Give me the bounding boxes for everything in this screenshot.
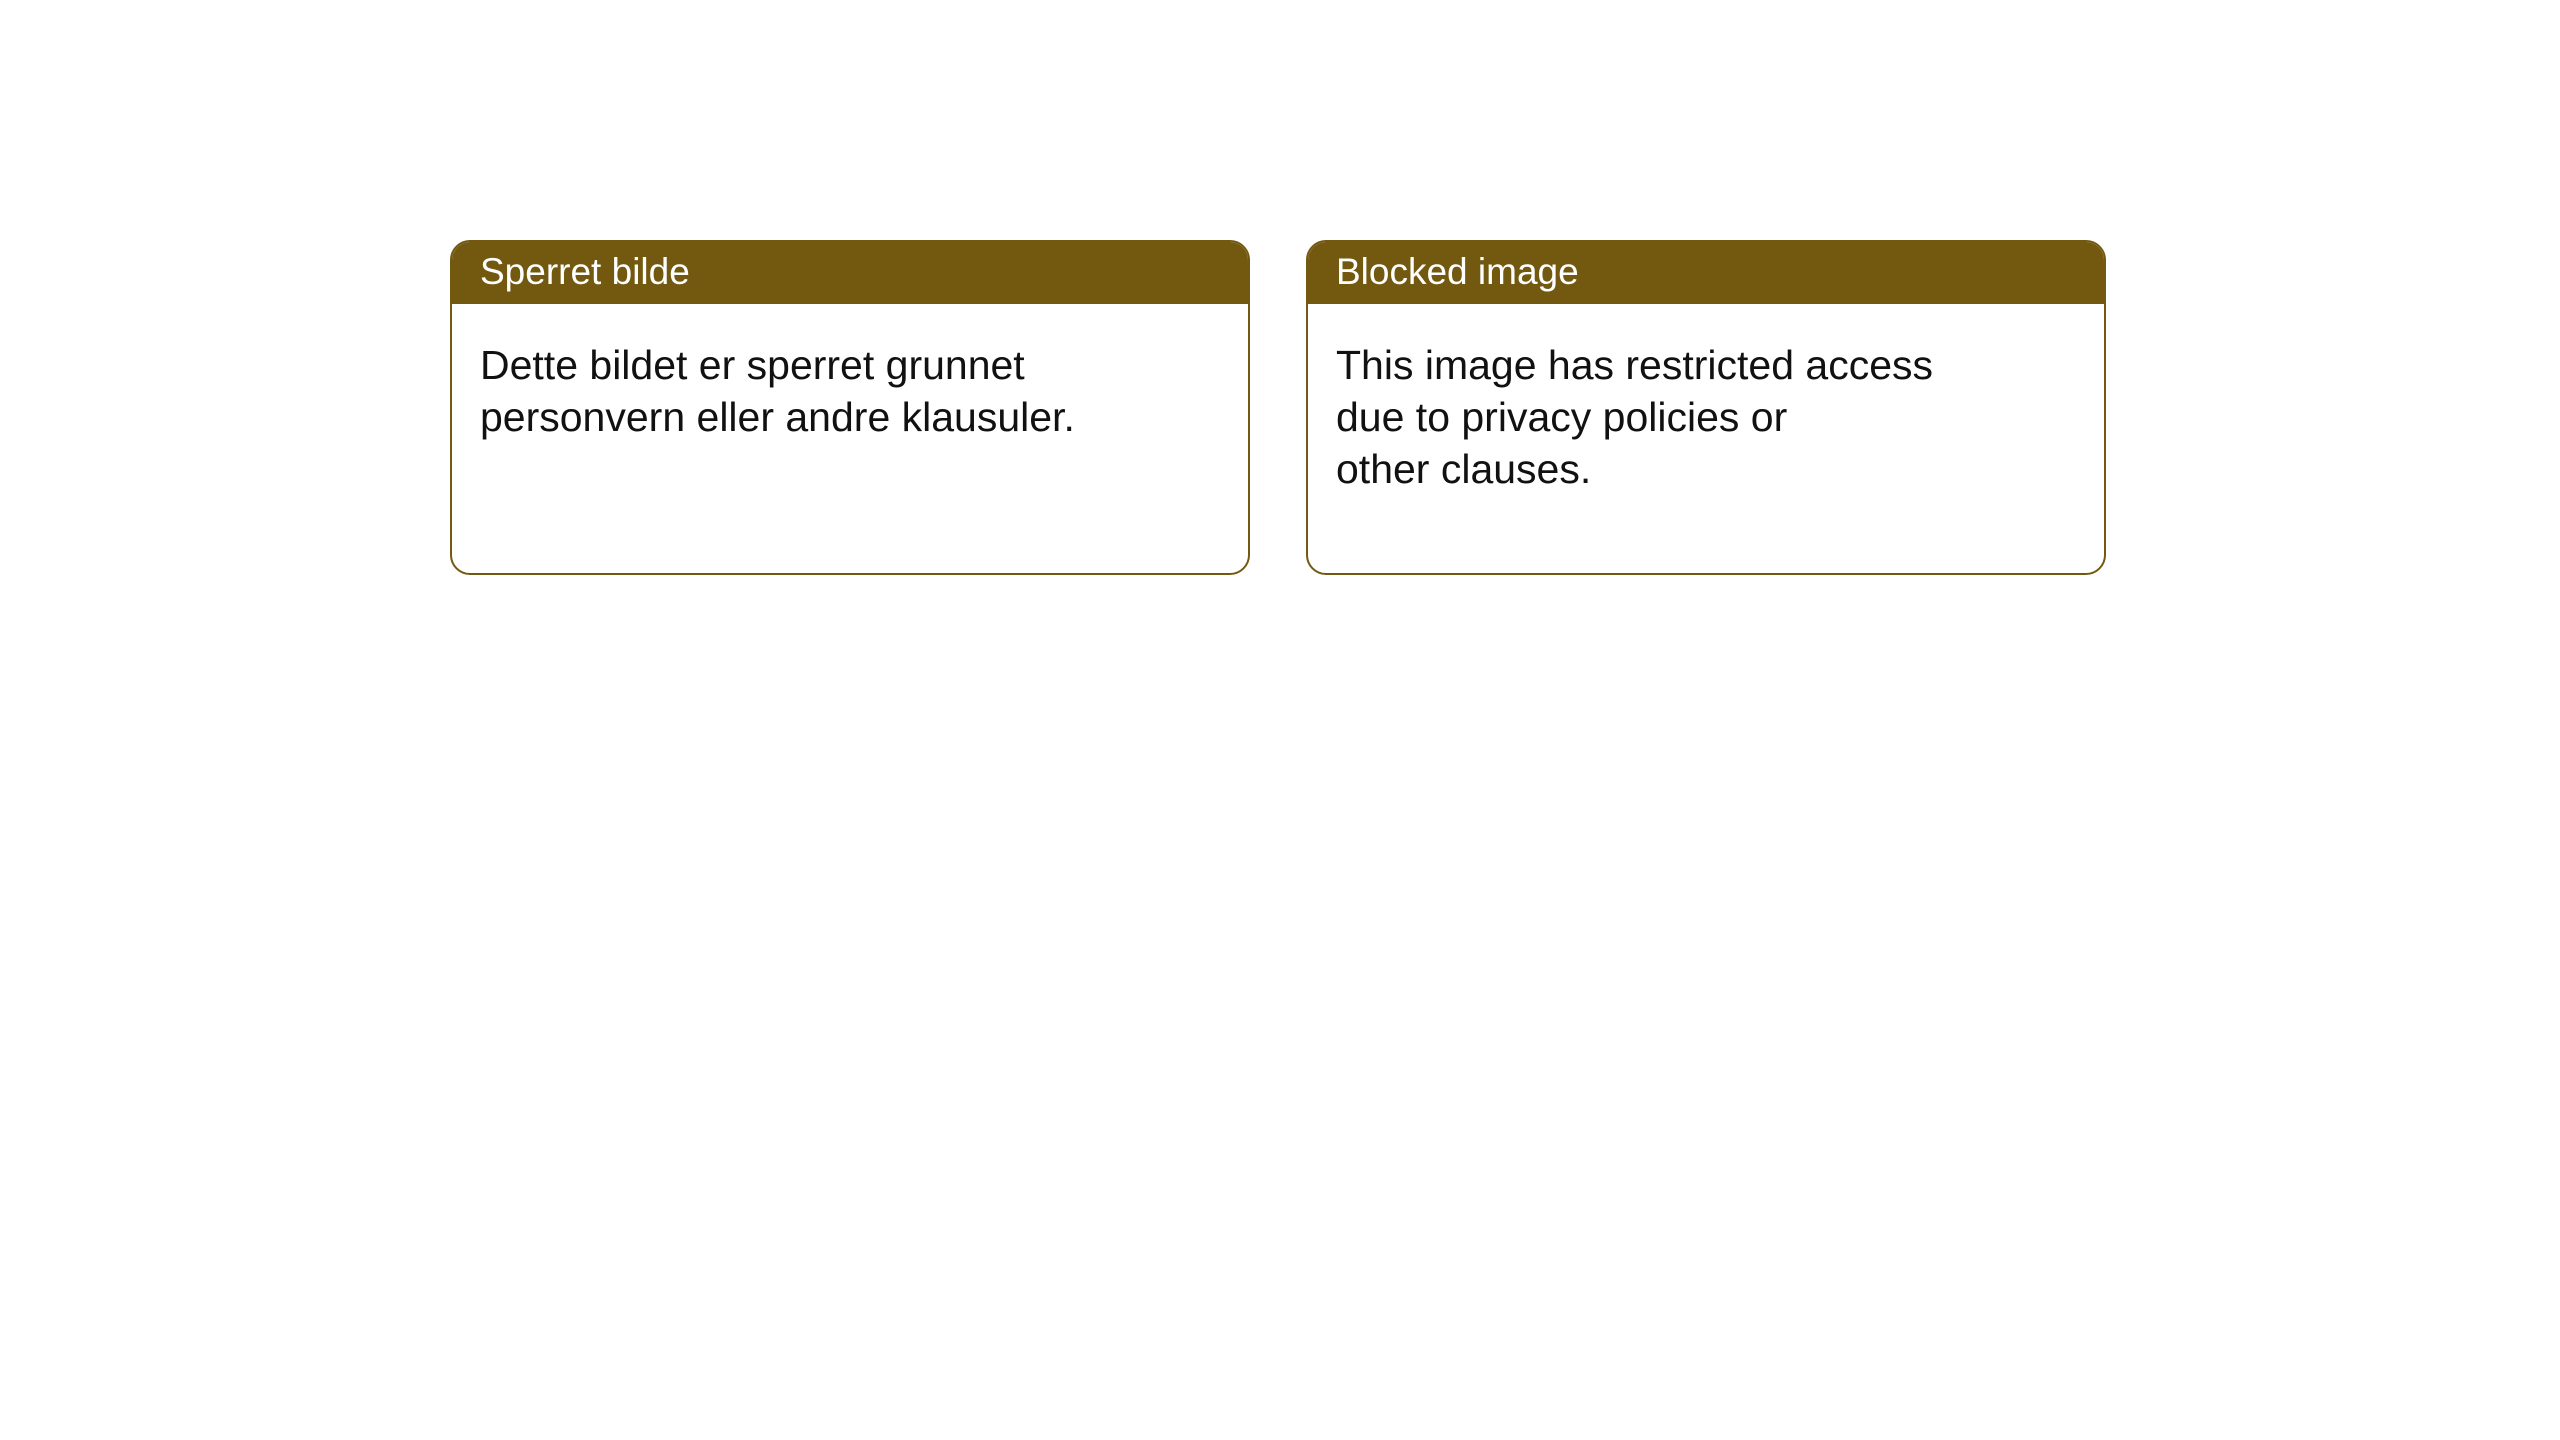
notice-container: Sperret bilde Dette bildet er sperret gr… (450, 240, 2106, 575)
notice-title-no: Sperret bilde (452, 242, 1248, 304)
notice-card-en: Blocked image This image has restricted … (1306, 240, 2106, 575)
notice-card-no: Sperret bilde Dette bildet er sperret gr… (450, 240, 1250, 575)
notice-body-no: Dette bildet er sperret grunnet personve… (452, 304, 1248, 471)
notice-title-en: Blocked image (1308, 242, 2104, 304)
notice-body-en: This image has restricted access due to … (1308, 304, 2104, 523)
